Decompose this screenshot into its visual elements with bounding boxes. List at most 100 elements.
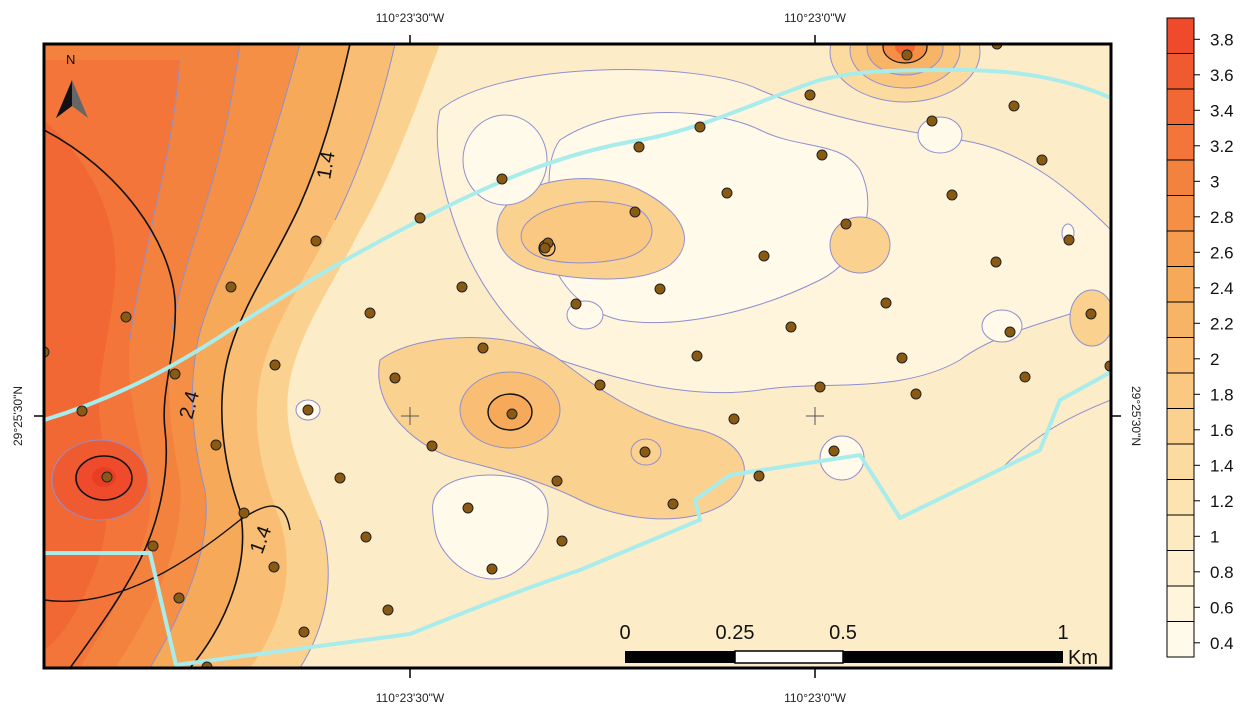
legend-label: 2 xyxy=(1210,350,1219,369)
well-point xyxy=(901,49,913,61)
well-point xyxy=(840,218,852,230)
color-legend: 3.8 3.6 3.4 3.2 3 2.8 2.6 2.4 2.2 2 1.8 1.6 1.4 1.2 1 0… xyxy=(1166,17,1234,658)
well-point xyxy=(462,502,474,514)
legend-swatch xyxy=(1166,301,1195,338)
legend-label: 2.6 xyxy=(1210,243,1234,262)
contour-label-1-4-north: 1.4 xyxy=(313,150,339,181)
legend-label: 1.8 xyxy=(1210,385,1234,404)
legend-label: 3.8 xyxy=(1210,30,1234,49)
study-area-boundary xyxy=(44,67,1111,668)
well-point xyxy=(389,372,401,384)
legend-swatch xyxy=(1166,88,1195,125)
well-point xyxy=(456,281,468,293)
legend-label: 0.4 xyxy=(1210,634,1234,653)
legend-swatch xyxy=(1166,621,1195,658)
legend-swatch xyxy=(1166,479,1195,516)
scale-tick-025: 0.25 xyxy=(716,622,755,644)
scale-bar-segment-1 xyxy=(625,651,735,663)
legend-swatch xyxy=(1166,159,1195,196)
legend-label: 2.8 xyxy=(1210,208,1234,227)
well-point xyxy=(556,535,568,547)
well-point xyxy=(570,298,582,310)
well-point xyxy=(539,242,551,254)
well-point xyxy=(1085,308,1097,320)
legend-label: 2.2 xyxy=(1210,314,1234,333)
well-point xyxy=(691,350,703,362)
well-point xyxy=(639,446,651,458)
well-point xyxy=(169,368,181,380)
well-point xyxy=(721,187,733,199)
legend-swatch xyxy=(1166,266,1195,303)
legend-label: 2.4 xyxy=(1210,279,1234,298)
well-point xyxy=(486,563,498,575)
well-point xyxy=(238,507,250,519)
well-point xyxy=(1036,154,1048,166)
top-lon-label-1: 110°23'30"W xyxy=(376,11,445,25)
well-point xyxy=(268,561,280,573)
well-point xyxy=(1063,234,1075,246)
legend-swatch xyxy=(1166,585,1195,622)
well-point xyxy=(496,173,508,185)
well-point xyxy=(147,540,159,552)
well-point xyxy=(477,342,489,354)
well-point xyxy=(804,89,816,101)
interior-contours xyxy=(44,44,1111,602)
well-point xyxy=(120,311,132,323)
well-point xyxy=(633,141,645,153)
legend-label: 1 xyxy=(1210,527,1219,546)
well-point xyxy=(785,321,797,333)
well-point xyxy=(506,408,518,420)
well-point xyxy=(694,121,706,133)
well-point xyxy=(654,283,666,295)
scale-bar-segment-2 xyxy=(734,650,844,664)
north-arrow-icon xyxy=(56,80,72,118)
map-border xyxy=(42,42,1113,670)
well-point xyxy=(990,256,1002,268)
well-point xyxy=(814,381,826,393)
scale-bar: 0 0.25 0.5 1 Km xyxy=(619,622,1098,669)
well-point xyxy=(173,592,185,604)
well-point xyxy=(382,604,394,616)
well-point xyxy=(910,388,922,400)
north-arrow: N xyxy=(56,52,88,118)
well-point xyxy=(76,405,88,417)
well-point xyxy=(210,439,222,451)
well-point xyxy=(880,297,892,309)
well-point xyxy=(753,470,765,482)
legend-swatch xyxy=(1166,443,1195,480)
well-point xyxy=(728,413,740,425)
scale-tick-1: 1 xyxy=(1057,622,1068,644)
well-point xyxy=(310,235,322,247)
north-arrow-label: N xyxy=(66,52,75,67)
legend-label: 1.4 xyxy=(1210,456,1234,475)
west-gradient xyxy=(44,44,440,668)
sample-points xyxy=(44,44,1111,668)
legend-label: 1.6 xyxy=(1210,421,1234,440)
well-point xyxy=(758,250,770,262)
well-point xyxy=(426,440,438,452)
bottom-lon-label-2: 110°23'0"W xyxy=(784,691,847,705)
legend-label: 1.2 xyxy=(1210,492,1234,511)
scale-bar-segment-3 xyxy=(843,651,1063,663)
well-point xyxy=(946,189,958,201)
well-point xyxy=(816,149,828,161)
legend-label: 3.6 xyxy=(1210,66,1234,85)
legend-swatch xyxy=(1166,230,1195,267)
well-point xyxy=(364,307,376,319)
legend-label: 3.2 xyxy=(1210,137,1234,156)
right-lat-label: 29°25'30"N xyxy=(1129,386,1143,446)
legend-swatch xyxy=(1166,337,1195,374)
well-point xyxy=(101,471,113,483)
contour-map: 1.4 2.4 1.4 xyxy=(44,44,1111,668)
well-point xyxy=(667,498,679,510)
legend-label: 3 xyxy=(1210,172,1219,191)
top-lon-label-2: 110°23'0"W xyxy=(784,11,847,25)
legend-label: 3.4 xyxy=(1210,101,1234,120)
well-point xyxy=(1008,100,1020,112)
scale-tick-0: 0 xyxy=(619,622,630,644)
scale-tick-05: 0.5 xyxy=(829,622,857,644)
well-point xyxy=(629,206,641,218)
well-point xyxy=(360,531,372,543)
well-point xyxy=(828,445,840,457)
